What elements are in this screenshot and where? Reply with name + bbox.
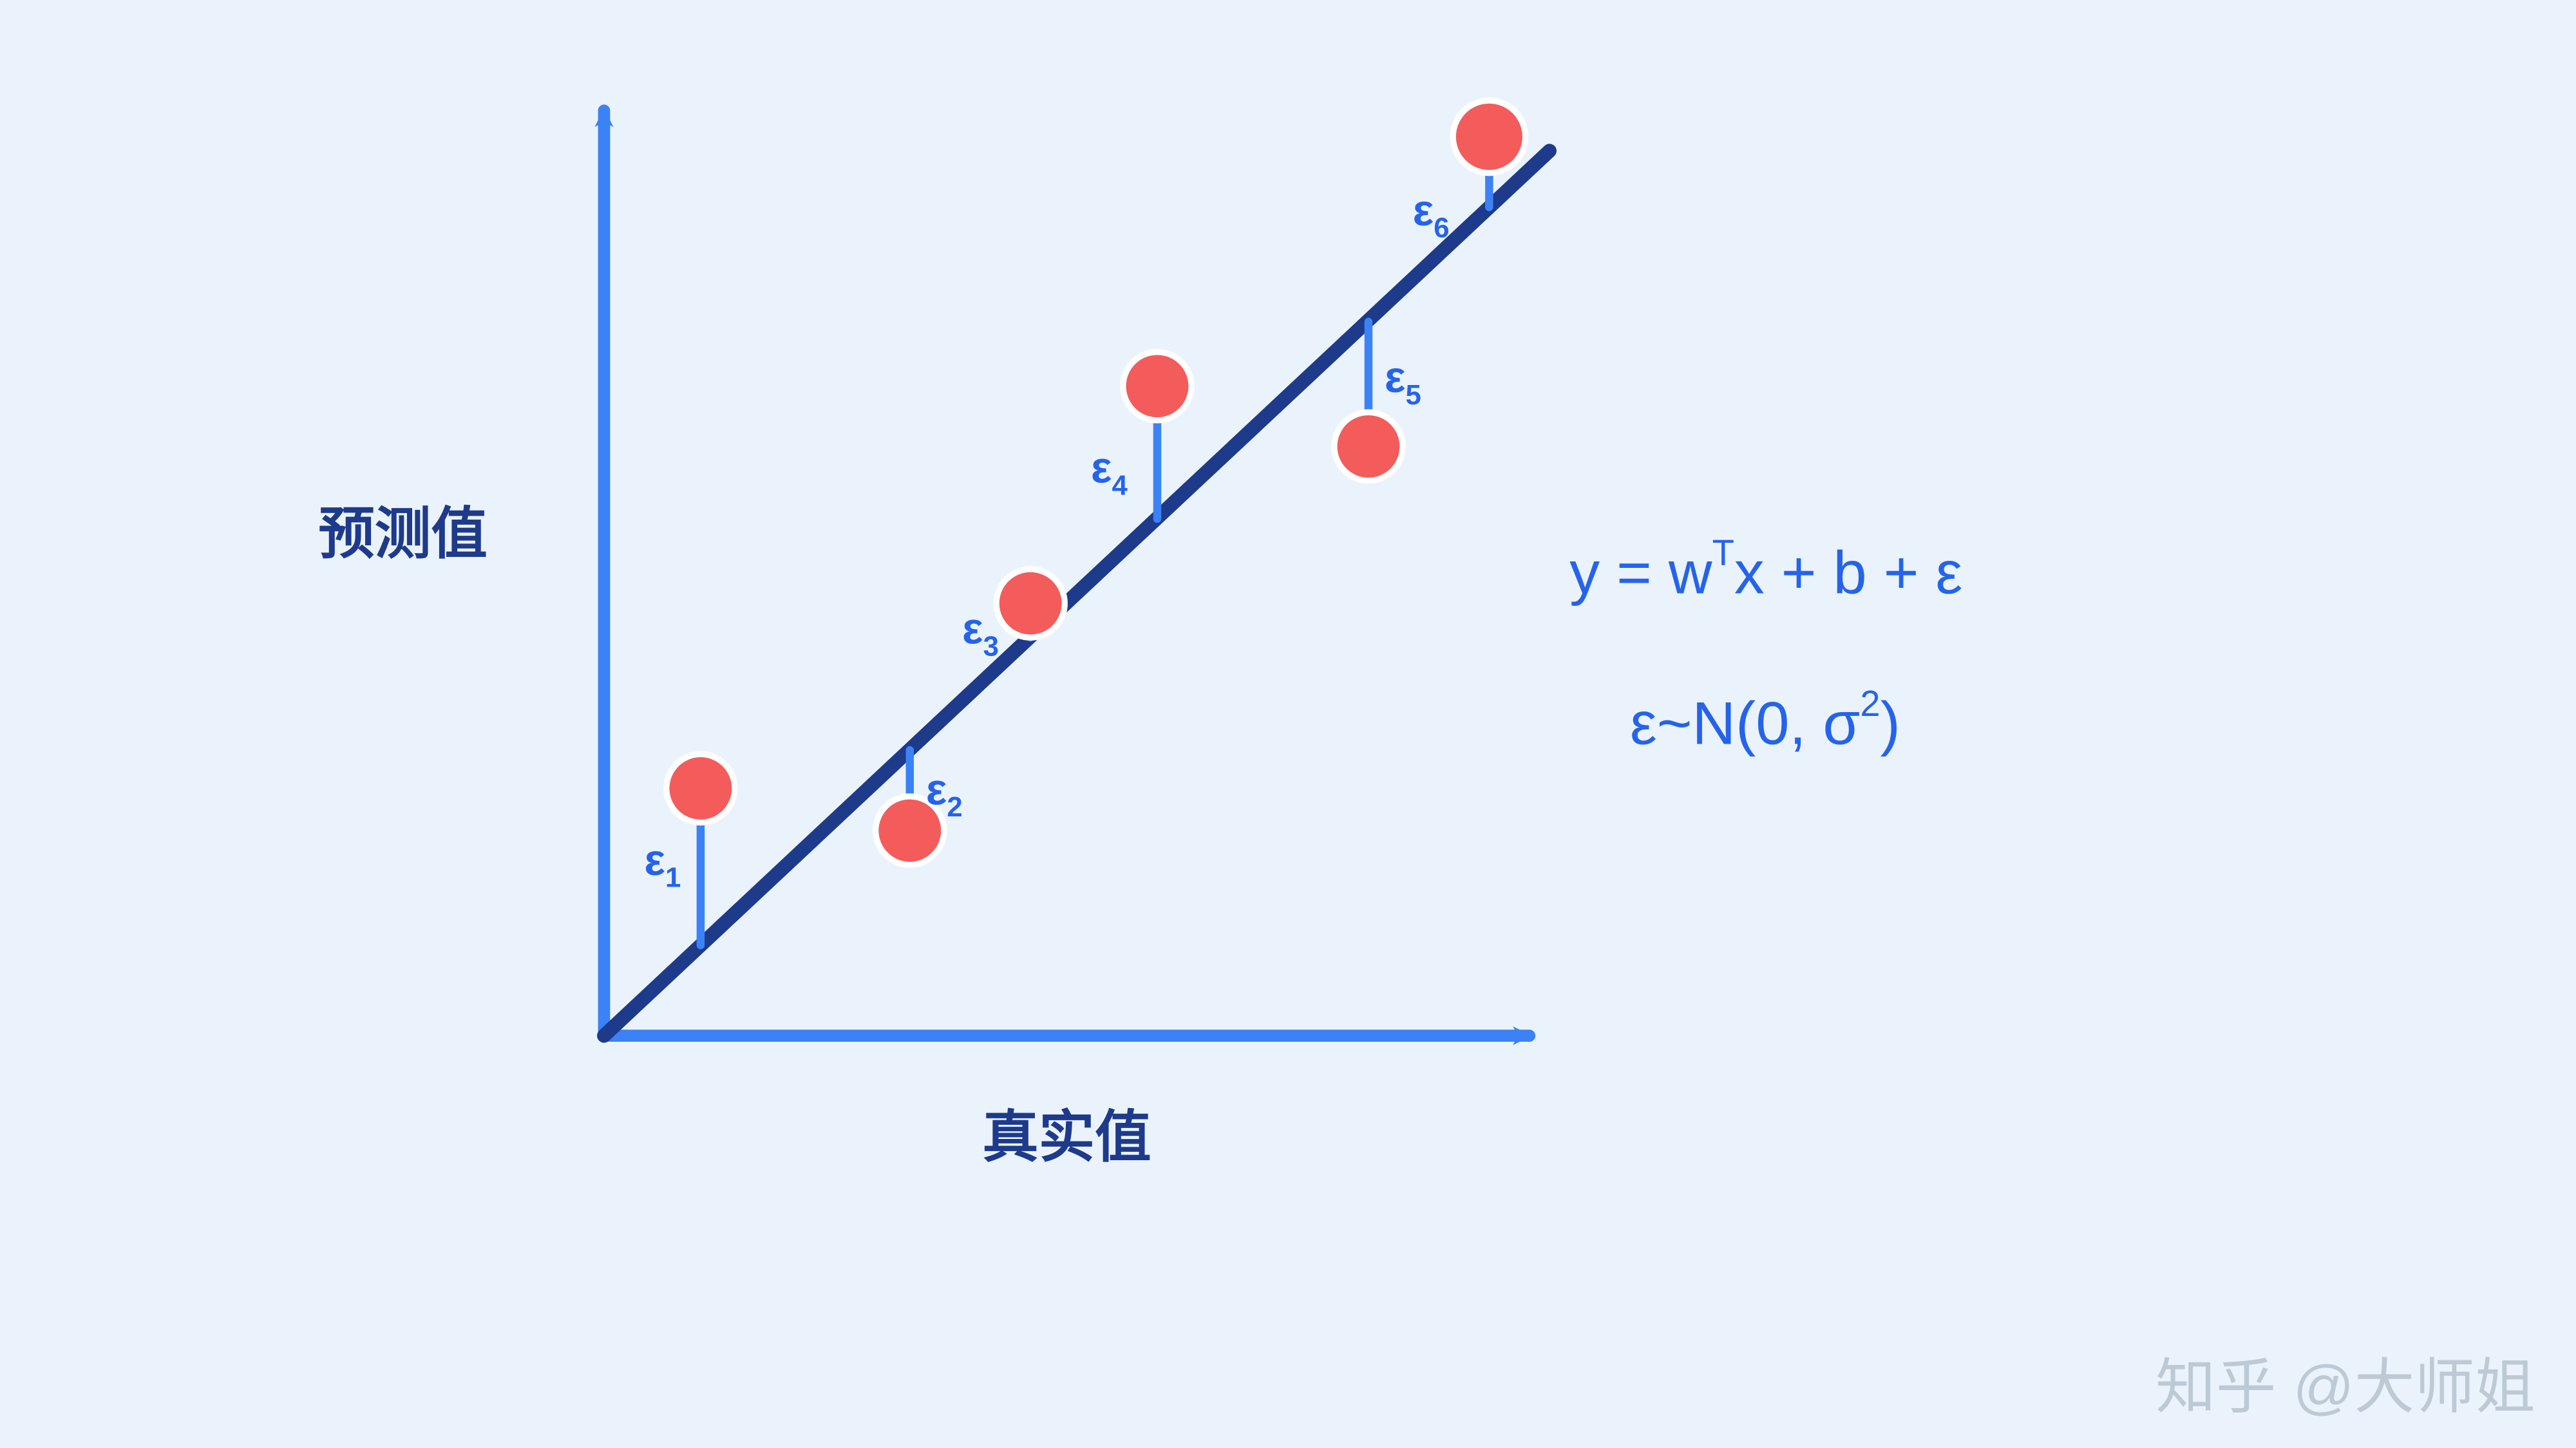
formula-token-close: ) <box>1880 690 1900 757</box>
data-point-4 <box>1123 352 1191 420</box>
formula-token-T: T <box>1712 532 1734 573</box>
formula-token-equals: = <box>1600 538 1669 606</box>
data-point-3 <box>996 569 1065 637</box>
data-point-1 <box>667 754 735 822</box>
epsilon-subscript-2: 2 <box>947 791 962 823</box>
formula-token-b: b <box>1833 538 1867 606</box>
formula-regression: y = wTx + b + ε <box>1569 532 1962 606</box>
epsilon-subscript-3: 3 <box>983 630 999 662</box>
formula-token-sigma: σ <box>1823 690 1861 757</box>
formula-noise-dist: ε~N(0, σ2) <box>1630 683 1900 757</box>
formula-token-sq: 2 <box>1860 683 1880 724</box>
epsilon-subscript-6: 6 <box>1434 212 1449 244</box>
x-axis-label: 真实值 <box>982 1105 1151 1169</box>
formula-token-plus1: + <box>1765 538 1833 606</box>
formula-token-N: N(0, <box>1692 690 1823 757</box>
formula-token-eps: ε <box>1935 538 1962 606</box>
epsilon-subscript-4: 4 <box>1112 469 1128 501</box>
epsilon-subscript-1: 1 <box>665 862 681 894</box>
formula-token-x: x <box>1734 538 1765 606</box>
formula-token-dist-eps: ε <box>1630 690 1657 757</box>
y-axis-label: 预测值 <box>318 502 487 565</box>
data-point-6 <box>1453 100 1525 173</box>
formula-token-plus2: + <box>1867 538 1936 606</box>
formula-token-tilde: ~ <box>1657 690 1692 757</box>
chart-background <box>1 0 2575 1448</box>
formula-token-w: w <box>1668 538 1712 606</box>
epsilon-subscript-5: 5 <box>1406 379 1421 411</box>
formula-token-y: y <box>1569 538 1600 606</box>
data-point-5 <box>1334 412 1403 480</box>
chart-stage: ε1ε2ε3ε4ε5ε6预测值真实值y = wTx + b + εε~N(0, … <box>0 0 2576 1448</box>
chart-svg: ε1ε2ε3ε4ε5ε6预测值真实值y = wTx + b + εε~N(0, … <box>0 0 2576 1448</box>
watermark-text: 知乎 @大师姐 <box>2155 1353 2535 1421</box>
